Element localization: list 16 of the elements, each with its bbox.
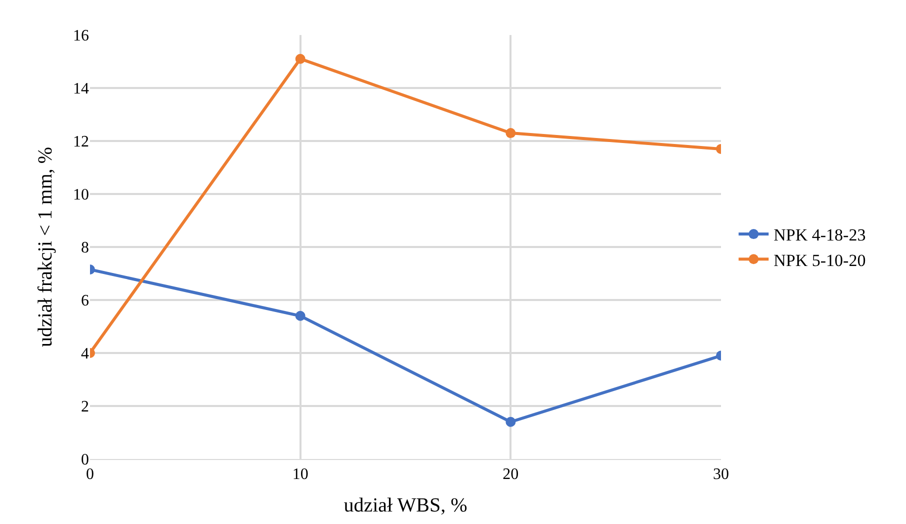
x-axis-title: udział WBS, % — [344, 494, 468, 517]
y-tick-label: 4 — [81, 346, 89, 363]
y-tick-label: 2 — [81, 398, 89, 416]
y-tick-label: 10 — [73, 186, 89, 204]
y-tick-label: 12 — [73, 134, 89, 151]
legend-label: NPK 4-18-23 — [774, 226, 866, 245]
y-tick-label: 6 — [81, 292, 89, 310]
y-axis-title: udział frakcji < 1 mm, % — [34, 146, 56, 348]
x-tick-label: 20 — [502, 466, 519, 484]
x-tick-label: 10 — [292, 466, 308, 484]
x-tick-label: 30 — [713, 466, 729, 484]
legend-label: NPK 5-10-20 — [774, 250, 866, 270]
y-tick-label: 14 — [73, 80, 89, 98]
y-tick-label: 16 — [73, 28, 89, 45]
y-tick-label: 0 — [81, 452, 89, 469]
y-tick-label: 8 — [81, 240, 89, 257]
